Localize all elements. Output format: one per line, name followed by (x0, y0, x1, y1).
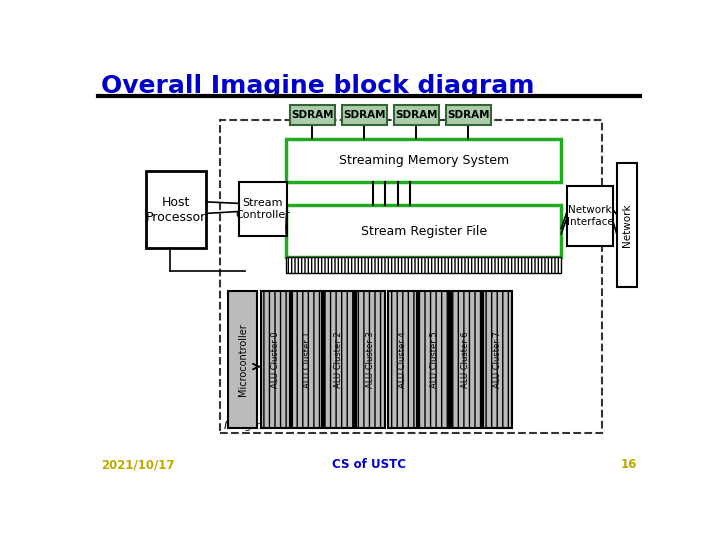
Text: ALU Cluster 1: ALU Cluster 1 (302, 332, 312, 388)
Text: ALU Cluster 6: ALU Cluster 6 (462, 332, 470, 388)
Text: SDRAM: SDRAM (447, 110, 490, 120)
Bar (387, 291, 417, 428)
Bar (451, 291, 481, 428)
Bar (239, 182, 287, 236)
Bar (342, 105, 387, 125)
Text: Stream
Controller: Stream Controller (235, 198, 290, 220)
Text: SDRAM: SDRAM (395, 110, 438, 120)
Text: Microcontroller: Microcontroller (238, 323, 248, 396)
Text: Stream Register File: Stream Register File (361, 225, 487, 238)
Text: ALU Cluster 7: ALU Cluster 7 (493, 332, 502, 388)
Bar (261, 291, 290, 428)
Text: Network
Interface: Network Interface (567, 205, 613, 226)
Text: Streaming Memory System: Streaming Memory System (338, 154, 509, 167)
Bar (567, 186, 613, 246)
Bar (292, 291, 322, 428)
Bar (286, 205, 561, 257)
Bar (324, 291, 354, 428)
Text: ALU Cluster 5: ALU Cluster 5 (430, 332, 438, 388)
Text: 2021/10/17: 2021/10/17 (101, 458, 174, 471)
Text: Network: Network (622, 203, 632, 247)
Text: SDRAM: SDRAM (291, 110, 333, 120)
Bar (394, 105, 438, 125)
Text: ALU Cluster 3: ALU Cluster 3 (366, 332, 375, 388)
Bar (419, 291, 449, 428)
Bar (145, 171, 206, 248)
Bar (356, 291, 385, 428)
Bar (446, 105, 490, 125)
Text: Imagine Stream Processor: Imagine Stream Processor (224, 421, 371, 431)
Text: Host
Processor: Host Processor (146, 195, 206, 224)
Bar (483, 291, 513, 428)
Bar (286, 257, 561, 273)
Text: SDRAM: SDRAM (343, 110, 386, 120)
Text: ALU Cluster 2: ALU Cluster 2 (334, 332, 343, 388)
Text: Overall Imagine block diagram: Overall Imagine block diagram (101, 74, 534, 98)
Text: ALU Cluster 0: ALU Cluster 0 (271, 332, 280, 388)
Bar (617, 164, 637, 287)
Text: 16: 16 (621, 458, 637, 471)
Bar (286, 139, 561, 182)
Bar (228, 291, 258, 428)
Bar (220, 120, 601, 433)
Bar (290, 105, 335, 125)
Text: ALU Cluster 4: ALU Cluster 4 (398, 332, 407, 388)
Text: CS of USTC: CS of USTC (332, 458, 406, 471)
